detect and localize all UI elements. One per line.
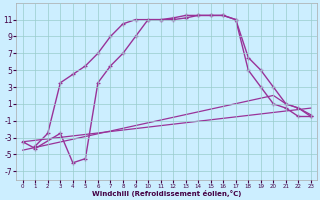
X-axis label: Windchill (Refroidissement éolien,°C): Windchill (Refroidissement éolien,°C) bbox=[92, 190, 242, 197]
